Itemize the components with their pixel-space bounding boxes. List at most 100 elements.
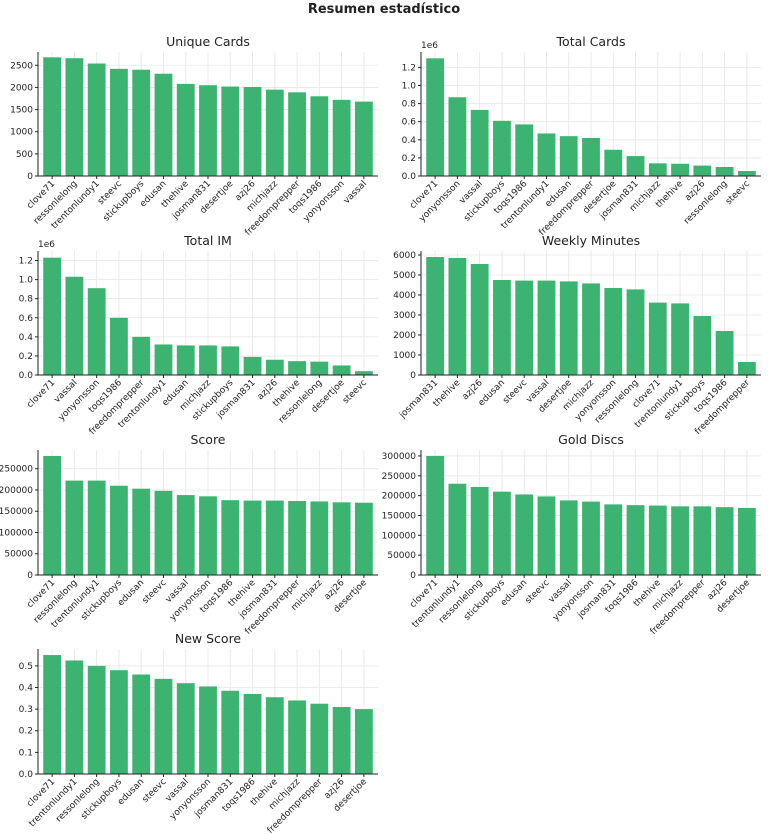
bar-thehive xyxy=(288,361,306,375)
bar-josman831 xyxy=(199,85,217,176)
bar-yonyonsson xyxy=(199,496,217,575)
bar-trentonlundy1 xyxy=(448,483,467,575)
y-tick-label: 250000 xyxy=(382,472,417,482)
bar-thehive xyxy=(265,697,284,774)
bar-trentonlundy1 xyxy=(65,660,84,774)
bar-azj26 xyxy=(265,359,284,375)
y-tick-label: 0.8 xyxy=(402,100,417,110)
bar-clove71 xyxy=(648,302,667,375)
y-tick-label: 1.0 xyxy=(19,276,34,286)
y-tick-label: 6000 xyxy=(393,251,416,261)
x-tick-label: vassal xyxy=(342,179,369,206)
bar-stickupboys xyxy=(132,69,151,176)
bar-yonyonsson xyxy=(332,99,351,176)
bar-stickupboys xyxy=(493,491,511,575)
x-tick-label: steevc xyxy=(501,378,529,406)
bar-desertjoe xyxy=(354,502,373,575)
bar-trentonlundy1 xyxy=(671,303,689,375)
bar-josman831 xyxy=(265,500,284,575)
chart-title: Weekly Minutes xyxy=(542,233,640,248)
bar-azj26 xyxy=(693,165,712,176)
bar-freedomprepper xyxy=(132,336,151,375)
y-tick-label: 4000 xyxy=(393,291,416,301)
bar-stickupboys xyxy=(493,120,511,176)
bar-yonyonsson xyxy=(604,288,623,375)
y-tick-label: 100000 xyxy=(382,531,417,541)
y-tick-label: 0.0 xyxy=(19,371,34,381)
x-tick-label: steevc xyxy=(141,578,169,606)
y-tick-label: 1000 xyxy=(393,351,416,361)
y-tick-label: 3000 xyxy=(393,311,416,321)
y-tick-label: 0.4 xyxy=(402,136,417,146)
bar-clove71 xyxy=(43,257,62,375)
y-tick-label: 0.2 xyxy=(19,727,33,737)
chart-title: Total IM xyxy=(183,233,232,248)
bar-desertjoe xyxy=(604,149,623,176)
chart-title: New Score xyxy=(175,631,242,646)
bar-clove71 xyxy=(43,57,62,176)
bar-vassal xyxy=(559,500,578,575)
bar-michjazz xyxy=(265,89,284,176)
chart-panel-5: 050000100000150000200000250000clove71res… xyxy=(0,432,378,637)
bar-clove71 xyxy=(43,455,62,575)
bar-yonyonsson xyxy=(448,97,467,176)
y-tick-label: 1500 xyxy=(10,106,33,116)
y-tick-label: 0.6 xyxy=(19,314,34,324)
bar-clove71 xyxy=(43,655,62,774)
bar-edusan xyxy=(132,674,151,774)
y-tick-label: 300000 xyxy=(382,452,417,462)
bar-desertjoe xyxy=(559,281,578,375)
x-tick-label: steevc xyxy=(141,777,169,805)
y-tick-label: 0.0 xyxy=(19,770,34,780)
bar-yonyonsson xyxy=(199,686,217,774)
chart-panel-7: 0.00.10.20.30.40.5clove71trentonlundy1re… xyxy=(19,631,378,834)
y-tick-label: 0.3 xyxy=(19,705,33,715)
bar-josman831 xyxy=(243,356,262,375)
bar-josman831 xyxy=(221,690,240,774)
chart-title: Unique Cards xyxy=(166,34,250,49)
bar-steevc xyxy=(537,496,556,575)
bar-freedomprepper xyxy=(737,362,756,375)
y-tick-label: 0.5 xyxy=(19,662,33,672)
bar-michjazz xyxy=(648,163,667,176)
bar-stickupboys xyxy=(110,670,128,774)
bar-toqs1986 xyxy=(715,331,734,375)
y-tick-label: 0.4 xyxy=(19,333,34,343)
bar-freedomprepper xyxy=(288,92,306,176)
bar-ressonlelong xyxy=(470,486,489,575)
y-tick-label: 0.1 xyxy=(19,748,33,758)
bar-edusan xyxy=(515,494,534,575)
y-tick-label: 0 xyxy=(410,571,416,581)
axis-scale-label: 1e6 xyxy=(421,41,438,51)
bar-michjazz xyxy=(582,283,600,375)
bar-toqs1986 xyxy=(243,693,262,774)
bar-ressonlelong xyxy=(65,480,84,575)
y-tick-label: 2500 xyxy=(10,61,33,71)
bar-trentonlundy1 xyxy=(87,63,106,177)
y-tick-label: 1000 xyxy=(10,128,33,138)
bar-azj26 xyxy=(332,502,351,575)
y-tick-label: 150000 xyxy=(382,511,417,521)
y-tick-label: 0.4 xyxy=(19,683,34,693)
bar-josman831 xyxy=(604,504,623,575)
y-tick-label: 100000 xyxy=(0,528,33,538)
bar-thehive xyxy=(243,500,262,575)
bar-azj26 xyxy=(332,706,351,774)
bar-desertjoe xyxy=(332,365,351,375)
y-tick-label: 0 xyxy=(27,571,33,581)
chart-panel-4: 0100020003000400050006000josman831thehiv… xyxy=(393,233,761,437)
bar-toqs1986 xyxy=(515,124,534,176)
bar-trentonlundy1 xyxy=(537,133,556,176)
y-tick-label: 50000 xyxy=(387,551,416,561)
bar-ressonlelong xyxy=(310,361,329,375)
bar-stickupboys xyxy=(110,485,128,575)
bar-clove71 xyxy=(426,58,445,176)
bar-ressonlelong xyxy=(715,166,734,176)
chart-title: Total Cards xyxy=(556,34,626,49)
y-tick-label: 0 xyxy=(410,371,416,381)
chart-title: Gold Discs xyxy=(558,432,624,447)
y-tick-label: 0.0 xyxy=(402,172,417,182)
bar-stickupboys xyxy=(221,346,240,375)
y-tick-label: 0.6 xyxy=(402,118,417,128)
